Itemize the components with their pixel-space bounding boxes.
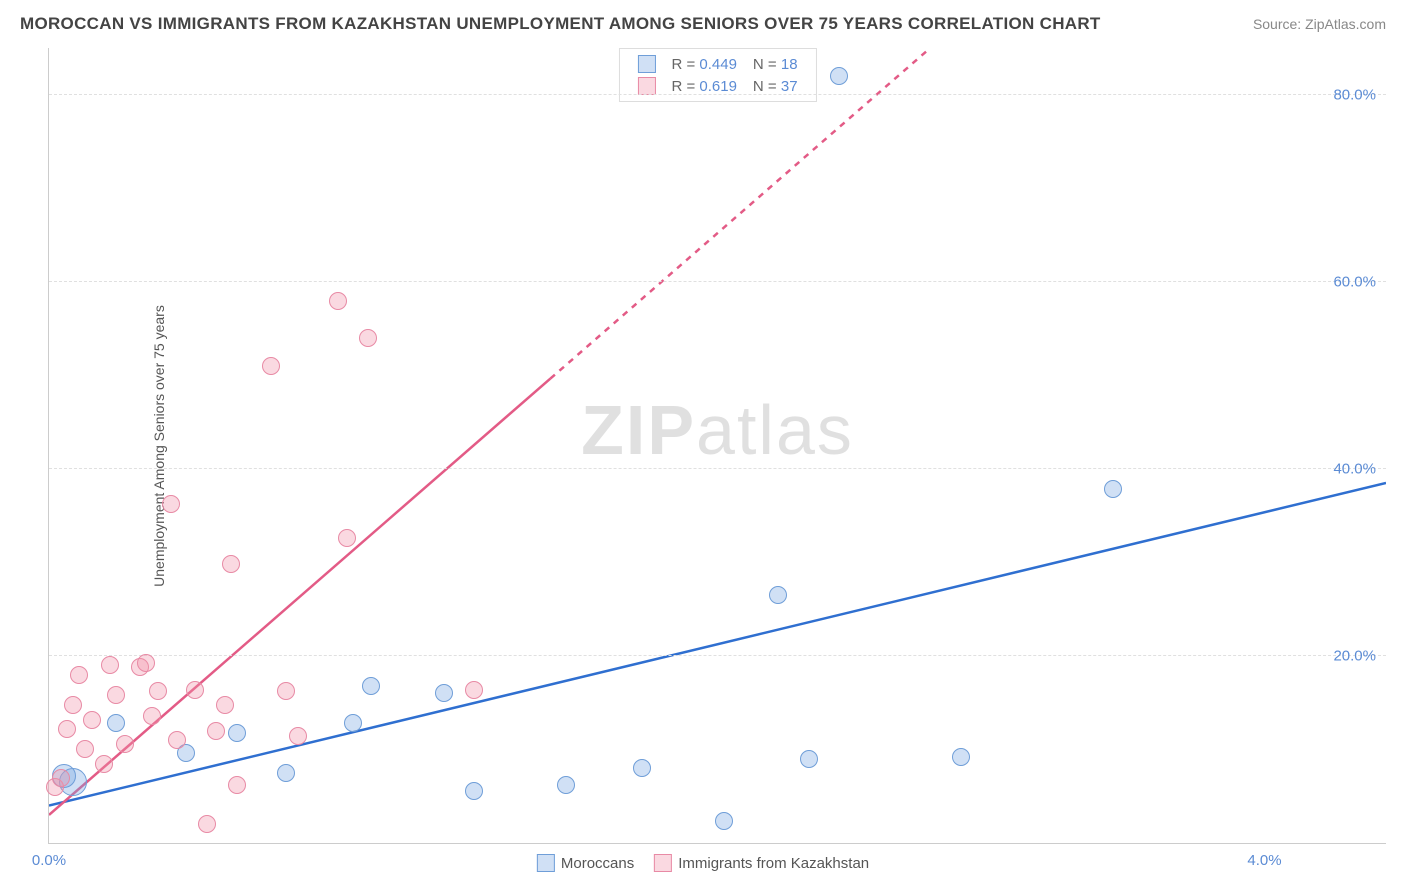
y-tick-label: 20.0% bbox=[1333, 647, 1376, 664]
chart-header: MOROCCAN VS IMMIGRANTS FROM KAZAKHSTAN U… bbox=[0, 0, 1406, 40]
stat-n-value: 37 bbox=[781, 78, 798, 95]
scatter-point-kazakhstan bbox=[162, 495, 180, 513]
gridline bbox=[49, 94, 1386, 95]
stat-r-value: 0.619 bbox=[699, 78, 737, 95]
legend-label: Immigrants from Kazakhstan bbox=[678, 855, 869, 872]
chart-title: MOROCCAN VS IMMIGRANTS FROM KAZAKHSTAN U… bbox=[20, 14, 1101, 34]
gridline bbox=[49, 655, 1386, 656]
plot-area: ZIPatlas R = 0.449N = 18R = 0.619N = 37 … bbox=[48, 48, 1386, 844]
legend-swatch bbox=[637, 77, 655, 95]
scatter-point-kazakhstan bbox=[76, 740, 94, 758]
scatter-point-kazakhstan bbox=[101, 656, 119, 674]
scatter-point-kazakhstan bbox=[58, 720, 76, 738]
scatter-point-moroccans bbox=[633, 759, 651, 777]
scatter-point-kazakhstan bbox=[168, 731, 186, 749]
scatter-point-kazakhstan bbox=[70, 666, 88, 684]
scatter-point-kazakhstan bbox=[186, 681, 204, 699]
gridline bbox=[49, 468, 1386, 469]
watermark-light: atlas bbox=[696, 391, 854, 469]
scatter-point-kazakhstan bbox=[52, 769, 70, 787]
legend-stat-row-moroccans: R = 0.449 N = 18 bbox=[629, 53, 805, 75]
scatter-point-moroccans bbox=[830, 67, 848, 85]
scatter-point-moroccans bbox=[277, 764, 295, 782]
stat-n-label: N = bbox=[753, 78, 781, 95]
scatter-point-kazakhstan bbox=[465, 681, 483, 699]
legend-stats-table: R = 0.449 N = 18 R = 0.619 N = 37 bbox=[629, 53, 805, 97]
scatter-point-kazakhstan bbox=[137, 654, 155, 672]
scatter-point-moroccans bbox=[344, 714, 362, 732]
legend-swatch bbox=[537, 854, 555, 872]
scatter-point-moroccans bbox=[1104, 480, 1122, 498]
scatter-point-moroccans bbox=[435, 684, 453, 702]
source-label: Source: ZipAtlas.com bbox=[1253, 16, 1386, 32]
scatter-point-moroccans bbox=[952, 748, 970, 766]
legend-swatch bbox=[654, 854, 672, 872]
scatter-point-kazakhstan bbox=[143, 707, 161, 725]
scatter-point-moroccans bbox=[715, 812, 733, 830]
legend-bottom: Moroccans Immigrants from Kazakhstan bbox=[537, 854, 869, 872]
stat-n-value: 18 bbox=[781, 56, 798, 73]
stat-n-label: N = bbox=[753, 56, 781, 73]
scatter-point-kazakhstan bbox=[262, 357, 280, 375]
y-tick-label: 60.0% bbox=[1333, 273, 1376, 290]
scatter-point-moroccans bbox=[800, 750, 818, 768]
legend-label: Moroccans bbox=[561, 855, 634, 872]
stat-r-label: R = bbox=[671, 56, 699, 73]
x-tick-label: 4.0% bbox=[1247, 852, 1281, 869]
stat-r-label: R = bbox=[671, 78, 699, 95]
scatter-point-moroccans bbox=[228, 724, 246, 742]
gridline bbox=[49, 281, 1386, 282]
scatter-point-moroccans bbox=[465, 782, 483, 800]
scatter-point-kazakhstan bbox=[149, 682, 167, 700]
scatter-point-kazakhstan bbox=[116, 735, 134, 753]
scatter-point-moroccans bbox=[557, 776, 575, 794]
scatter-point-kazakhstan bbox=[107, 686, 125, 704]
scatter-point-moroccans bbox=[362, 677, 380, 695]
legend-item-kazakhstan: Immigrants from Kazakhstan bbox=[654, 854, 869, 872]
scatter-point-kazakhstan bbox=[64, 696, 82, 714]
scatter-point-moroccans bbox=[107, 714, 125, 732]
watermark: ZIPatlas bbox=[581, 390, 854, 470]
scatter-point-kazakhstan bbox=[329, 292, 347, 310]
scatter-point-kazakhstan bbox=[83, 711, 101, 729]
scatter-point-kazakhstan bbox=[216, 696, 234, 714]
y-tick-label: 40.0% bbox=[1333, 460, 1376, 477]
scatter-point-kazakhstan bbox=[207, 722, 225, 740]
scatter-point-kazakhstan bbox=[198, 815, 216, 833]
scatter-point-kazakhstan bbox=[222, 555, 240, 573]
scatter-point-kazakhstan bbox=[277, 682, 295, 700]
x-tick-label: 0.0% bbox=[32, 852, 66, 869]
scatter-point-moroccans bbox=[769, 586, 787, 604]
legend-swatch bbox=[637, 55, 655, 73]
stat-r-value: 0.449 bbox=[699, 56, 737, 73]
y-tick-label: 80.0% bbox=[1333, 86, 1376, 103]
trend-lines bbox=[49, 48, 1386, 843]
legend-item-moroccans: Moroccans bbox=[537, 854, 634, 872]
scatter-point-kazakhstan bbox=[359, 329, 377, 347]
scatter-point-kazakhstan bbox=[95, 755, 113, 773]
scatter-point-kazakhstan bbox=[228, 776, 246, 794]
scatter-point-kazakhstan bbox=[338, 529, 356, 547]
scatter-point-kazakhstan bbox=[289, 727, 307, 745]
watermark-bold: ZIP bbox=[581, 391, 696, 469]
